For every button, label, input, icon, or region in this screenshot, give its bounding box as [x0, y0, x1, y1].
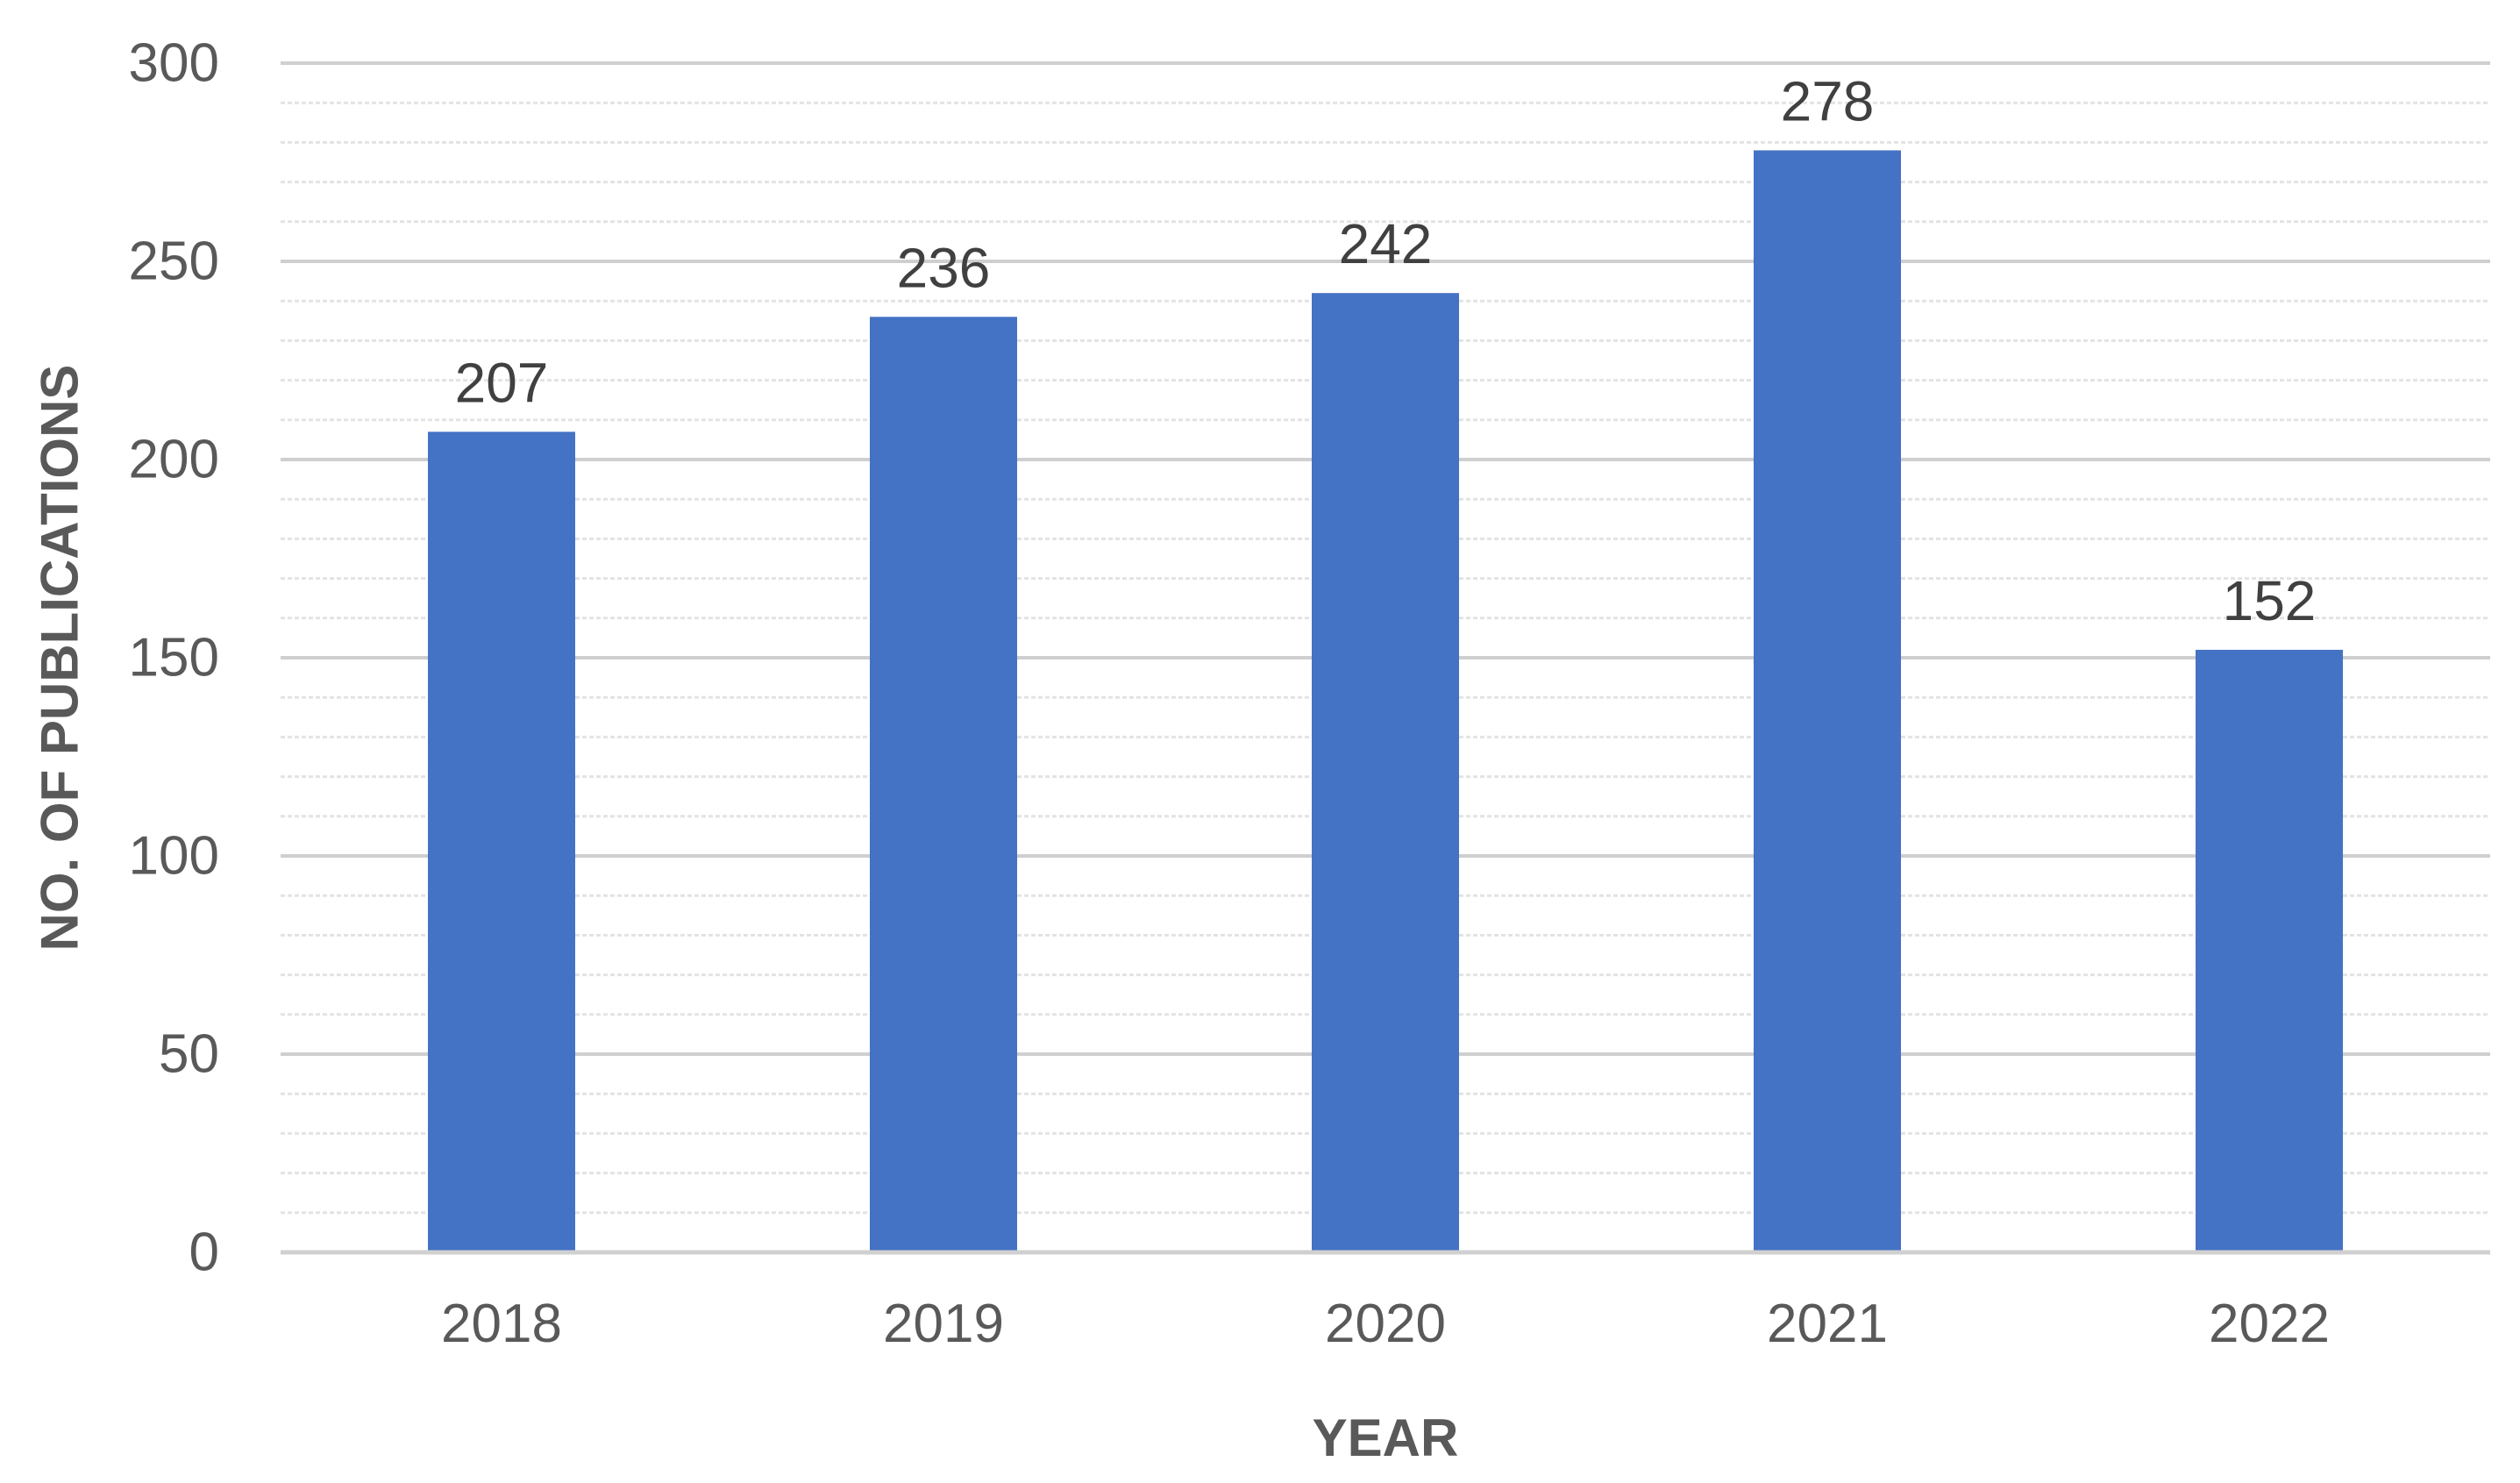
y-tick-label: 50: [159, 1024, 219, 1085]
x-tick-label-2018: 2018: [441, 1294, 562, 1354]
bar-2021: [1754, 150, 1901, 1253]
bar-2019: [870, 317, 1017, 1252]
x-tick-label-2021: 2021: [1767, 1294, 1888, 1354]
bar-2018: [428, 431, 575, 1252]
x-tick-label-2020: 2020: [1325, 1294, 1446, 1354]
data-label-2022: 152: [2223, 569, 2317, 632]
x-axis-title: YEAR: [1313, 1408, 1459, 1467]
data-label-2019: 236: [897, 236, 991, 299]
data-label-2021: 278: [1781, 69, 1875, 132]
bar-2022: [2196, 649, 2343, 1252]
x-tick-label-2019: 2019: [883, 1294, 1004, 1354]
y-tick-label: 150: [129, 628, 219, 688]
y-axis-ticks: 0 50 100 150 200 250 300: [129, 33, 219, 1283]
y-tick-label: 250: [129, 232, 219, 292]
y-tick-label: 300: [129, 33, 219, 94]
bar-2020: [1312, 293, 1459, 1252]
data-label-2018: 207: [455, 351, 549, 414]
data-label-2020: 242: [1339, 212, 1433, 275]
x-tick-label-2022: 2022: [2209, 1294, 2330, 1354]
x-axis-ticks: 2018 2019 2020 2021 2022: [441, 1294, 2330, 1354]
y-tick-label: 100: [129, 826, 219, 887]
y-tick-label: 200: [129, 430, 219, 490]
data-labels: 207 236 242 278 152: [455, 69, 2317, 632]
bars: [428, 150, 2343, 1253]
y-axis-title: NO. OF PUBLICATIONS: [31, 365, 89, 952]
y-tick-label: 0: [189, 1223, 219, 1283]
